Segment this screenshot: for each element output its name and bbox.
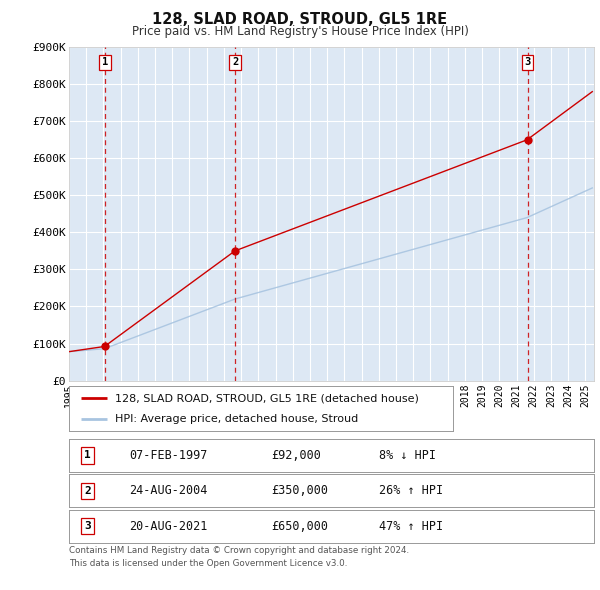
Text: 47% ↑ HPI: 47% ↑ HPI [379,520,443,533]
Text: 07-FEB-1997: 07-FEB-1997 [130,449,208,462]
Text: £350,000: £350,000 [271,484,328,497]
Text: 26% ↑ HPI: 26% ↑ HPI [379,484,443,497]
Text: 1: 1 [84,451,91,460]
Text: 8% ↓ HPI: 8% ↓ HPI [379,449,436,462]
Text: This data is licensed under the Open Government Licence v3.0.: This data is licensed under the Open Gov… [69,559,347,568]
Text: Contains HM Land Registry data © Crown copyright and database right 2024.: Contains HM Land Registry data © Crown c… [69,546,409,555]
Text: £650,000: £650,000 [271,520,328,533]
Text: HPI: Average price, detached house, Stroud: HPI: Average price, detached house, Stro… [115,414,358,424]
Text: 1: 1 [102,57,108,67]
Text: 128, SLAD ROAD, STROUD, GL5 1RE: 128, SLAD ROAD, STROUD, GL5 1RE [152,12,448,27]
Text: £92,000: £92,000 [271,449,321,462]
Text: 24-AUG-2004: 24-AUG-2004 [130,484,208,497]
Text: 2: 2 [232,57,238,67]
Text: 3: 3 [84,522,91,531]
Text: 128, SLAD ROAD, STROUD, GL5 1RE (detached house): 128, SLAD ROAD, STROUD, GL5 1RE (detache… [115,394,419,404]
Text: 20-AUG-2021: 20-AUG-2021 [130,520,208,533]
Text: 3: 3 [524,57,531,67]
Text: 2: 2 [84,486,91,496]
Text: Price paid vs. HM Land Registry's House Price Index (HPI): Price paid vs. HM Land Registry's House … [131,25,469,38]
